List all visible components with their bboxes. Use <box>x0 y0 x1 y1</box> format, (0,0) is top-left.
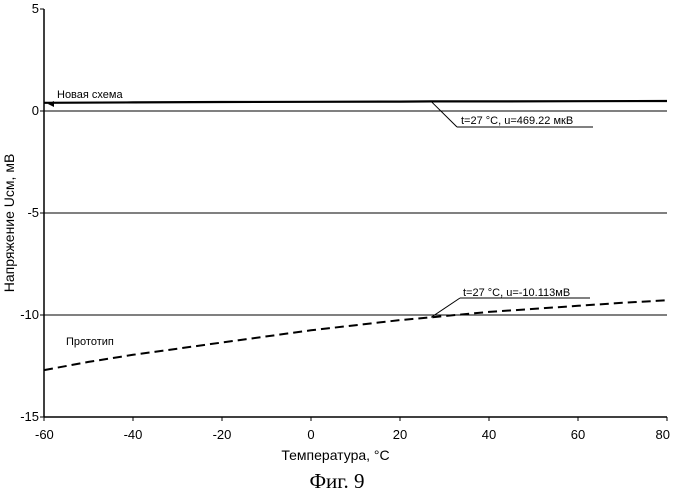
series-line-1 <box>44 101 667 103</box>
x-tick-label: 40 <box>482 427 496 442</box>
axes <box>40 9 667 421</box>
annotation-text: t=27 °C, u=469.22 мкВ <box>461 115 573 127</box>
x-axis-label: Температура, °C <box>281 447 389 463</box>
x-tick-label: 20 <box>393 427 407 442</box>
annotations: Новая схема Прототип t=27 °C, u=469.22 мкВ… <box>48 89 593 348</box>
x-tick-label: 80 <box>656 427 670 442</box>
annotation-text: t=27 °C, u=-10.113мВ <box>463 287 570 299</box>
annotation-leader <box>431 101 457 127</box>
x-tick-label: 0 <box>307 427 314 442</box>
x-tick-label: -60 <box>35 427 54 442</box>
x-tick-label: -20 <box>213 427 232 442</box>
y-tick-label: 5 <box>32 1 39 16</box>
annotation-leader <box>431 298 460 317</box>
tick-labels: 5 0 -5 -10 -15 -60 -40 -20 0 20 40 60 80 <box>20 1 670 442</box>
y-tick-label: -5 <box>27 205 39 220</box>
series-layer <box>44 101 667 370</box>
reference-lines <box>44 111 667 315</box>
y-tick-label: 0 <box>32 103 39 118</box>
y-axis-label: Напряжение Uсм, мВ <box>1 154 17 293</box>
series-label-new-scheme: Новая схема <box>57 89 123 101</box>
y-tick-label: -15 <box>20 409 39 424</box>
x-tick-label: -40 <box>124 427 143 442</box>
series-line-2 <box>44 300 667 370</box>
series-label-prototype: Прототип <box>66 336 114 348</box>
chart: 5 0 -5 -10 -15 -60 -40 -20 0 20 40 60 80 Новая схема… <box>0 0 674 468</box>
figure-caption: Фиг. 9 <box>0 469 674 494</box>
y-tick-label: -10 <box>20 307 39 322</box>
x-tick-label: 60 <box>571 427 585 442</box>
